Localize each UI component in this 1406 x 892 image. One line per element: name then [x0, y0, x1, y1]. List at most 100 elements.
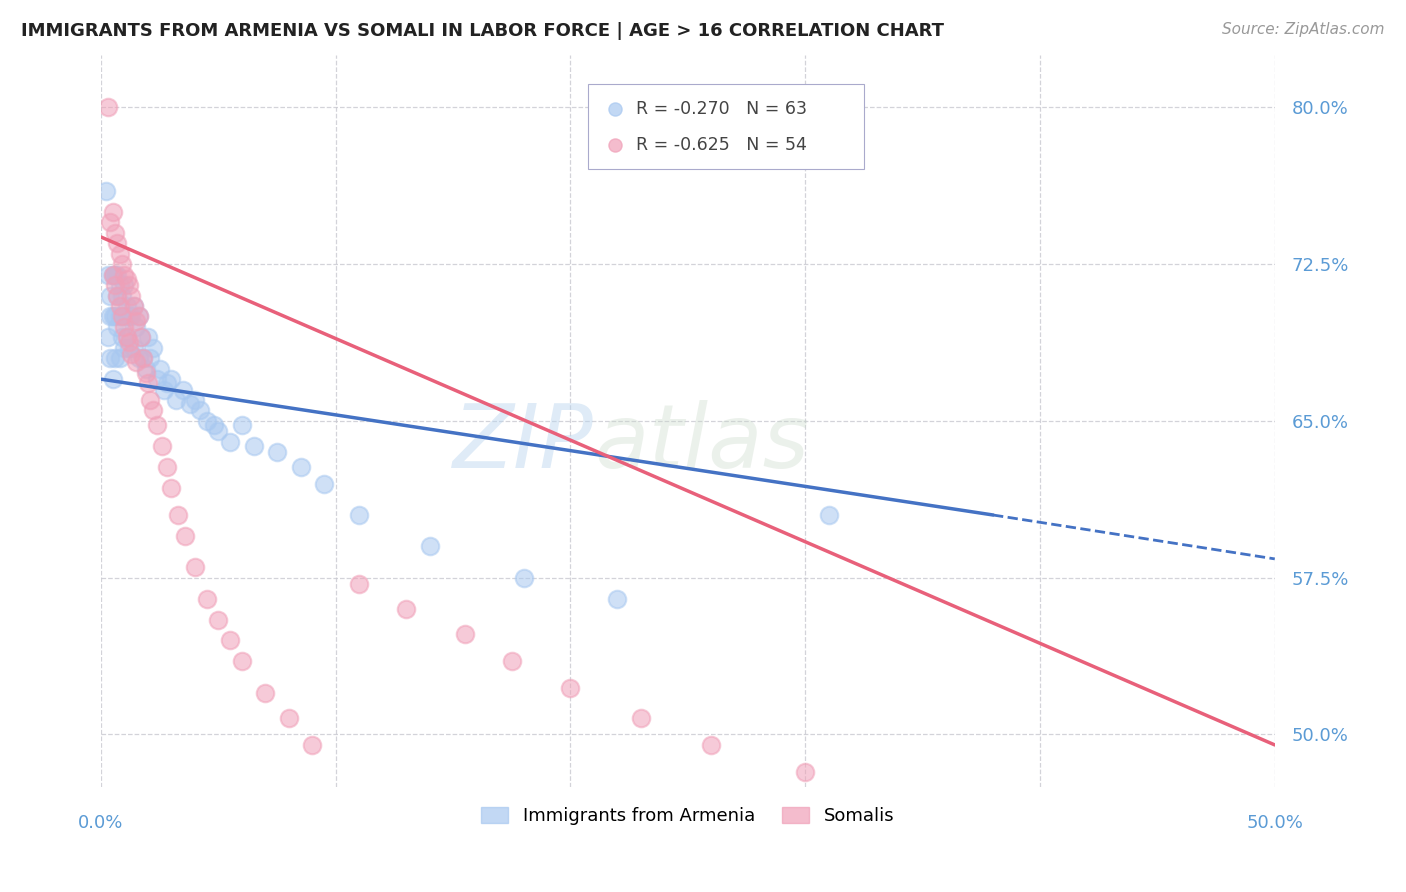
- Point: [142, 341, 165, 355]
- Point: [700, 738, 723, 752]
- Point: [454, 627, 477, 641]
- Point: [135, 361, 157, 376]
- Point: [606, 591, 628, 606]
- Text: R = -0.625   N = 54: R = -0.625 N = 54: [637, 136, 807, 154]
- Point: [105, 236, 128, 251]
- Point: [129, 330, 152, 344]
- Point: [277, 711, 299, 725]
- Point: [122, 299, 145, 313]
- Point: [301, 738, 323, 752]
- Point: [98, 351, 121, 366]
- Point: [146, 372, 169, 386]
- Point: [347, 508, 370, 522]
- Point: [94, 184, 117, 198]
- Point: [121, 288, 143, 302]
- Text: IMMIGRANTS FROM ARMENIA VS SOMALI IN LABOR FORCE | AGE > 16 CORRELATION CHART: IMMIGRANTS FROM ARMENIA VS SOMALI IN LAB…: [21, 22, 943, 40]
- Point: [195, 591, 218, 606]
- Point: [512, 571, 534, 585]
- Point: [104, 310, 127, 324]
- Point: [101, 205, 124, 219]
- Point: [105, 288, 128, 302]
- Point: [167, 508, 190, 522]
- Point: [136, 376, 159, 391]
- Point: [104, 278, 127, 293]
- Point: [184, 392, 207, 407]
- Point: [128, 310, 150, 324]
- Point: [114, 278, 136, 293]
- Point: [160, 372, 183, 386]
- Point: [125, 319, 148, 334]
- Point: [419, 540, 441, 554]
- Point: [347, 577, 370, 591]
- Point: [108, 310, 131, 324]
- Point: [108, 299, 131, 313]
- Point: [146, 418, 169, 433]
- Point: [142, 403, 165, 417]
- Text: Source: ZipAtlas.com: Source: ZipAtlas.com: [1222, 22, 1385, 37]
- Point: [794, 765, 817, 780]
- Point: [104, 226, 127, 240]
- Point: [195, 414, 218, 428]
- Point: [207, 613, 229, 627]
- Point: [150, 439, 173, 453]
- Text: ZIP: ZIP: [453, 400, 593, 486]
- Point: [160, 481, 183, 495]
- Point: [132, 351, 155, 366]
- Point: [111, 288, 134, 302]
- Point: [98, 310, 121, 324]
- Point: [101, 268, 124, 282]
- Point: [231, 654, 253, 668]
- Point: [139, 392, 162, 407]
- Point: [98, 215, 121, 229]
- Point: [104, 268, 127, 282]
- Point: [114, 319, 136, 334]
- Point: [128, 310, 150, 324]
- Point: [115, 330, 138, 344]
- Text: atlas: atlas: [593, 400, 808, 486]
- Point: [105, 288, 128, 302]
- Point: [97, 100, 120, 114]
- Point: [108, 351, 131, 366]
- Point: [108, 246, 131, 260]
- Point: [118, 278, 141, 293]
- Point: [1052, 828, 1074, 842]
- Point: [184, 560, 207, 574]
- Point: [179, 397, 201, 411]
- FancyBboxPatch shape: [588, 85, 863, 169]
- Point: [98, 288, 121, 302]
- Point: [312, 476, 335, 491]
- Point: [139, 351, 162, 366]
- Point: [118, 341, 141, 355]
- Point: [111, 257, 134, 271]
- Point: [172, 383, 194, 397]
- Point: [118, 310, 141, 324]
- Point: [121, 347, 143, 361]
- Point: [254, 686, 277, 700]
- Point: [911, 794, 934, 808]
- Point: [132, 351, 155, 366]
- Point: [118, 334, 141, 349]
- Point: [156, 459, 179, 474]
- Text: 50.0%: 50.0%: [1246, 814, 1303, 832]
- Point: [156, 376, 179, 391]
- Point: [207, 425, 229, 439]
- Point: [114, 341, 136, 355]
- Point: [105, 268, 128, 282]
- Point: [129, 330, 152, 344]
- Point: [115, 272, 138, 286]
- Point: [135, 366, 157, 380]
- Point: [111, 310, 134, 324]
- Point: [290, 459, 312, 474]
- Point: [97, 330, 120, 344]
- Text: 0.0%: 0.0%: [79, 814, 124, 832]
- Point: [97, 268, 120, 282]
- Point: [125, 355, 148, 369]
- Point: [153, 383, 176, 397]
- Point: [122, 341, 145, 355]
- Point: [501, 654, 523, 668]
- Point: [115, 299, 138, 313]
- Point: [101, 372, 124, 386]
- Point: [817, 508, 839, 522]
- Point: [115, 330, 138, 344]
- Point: [122, 299, 145, 313]
